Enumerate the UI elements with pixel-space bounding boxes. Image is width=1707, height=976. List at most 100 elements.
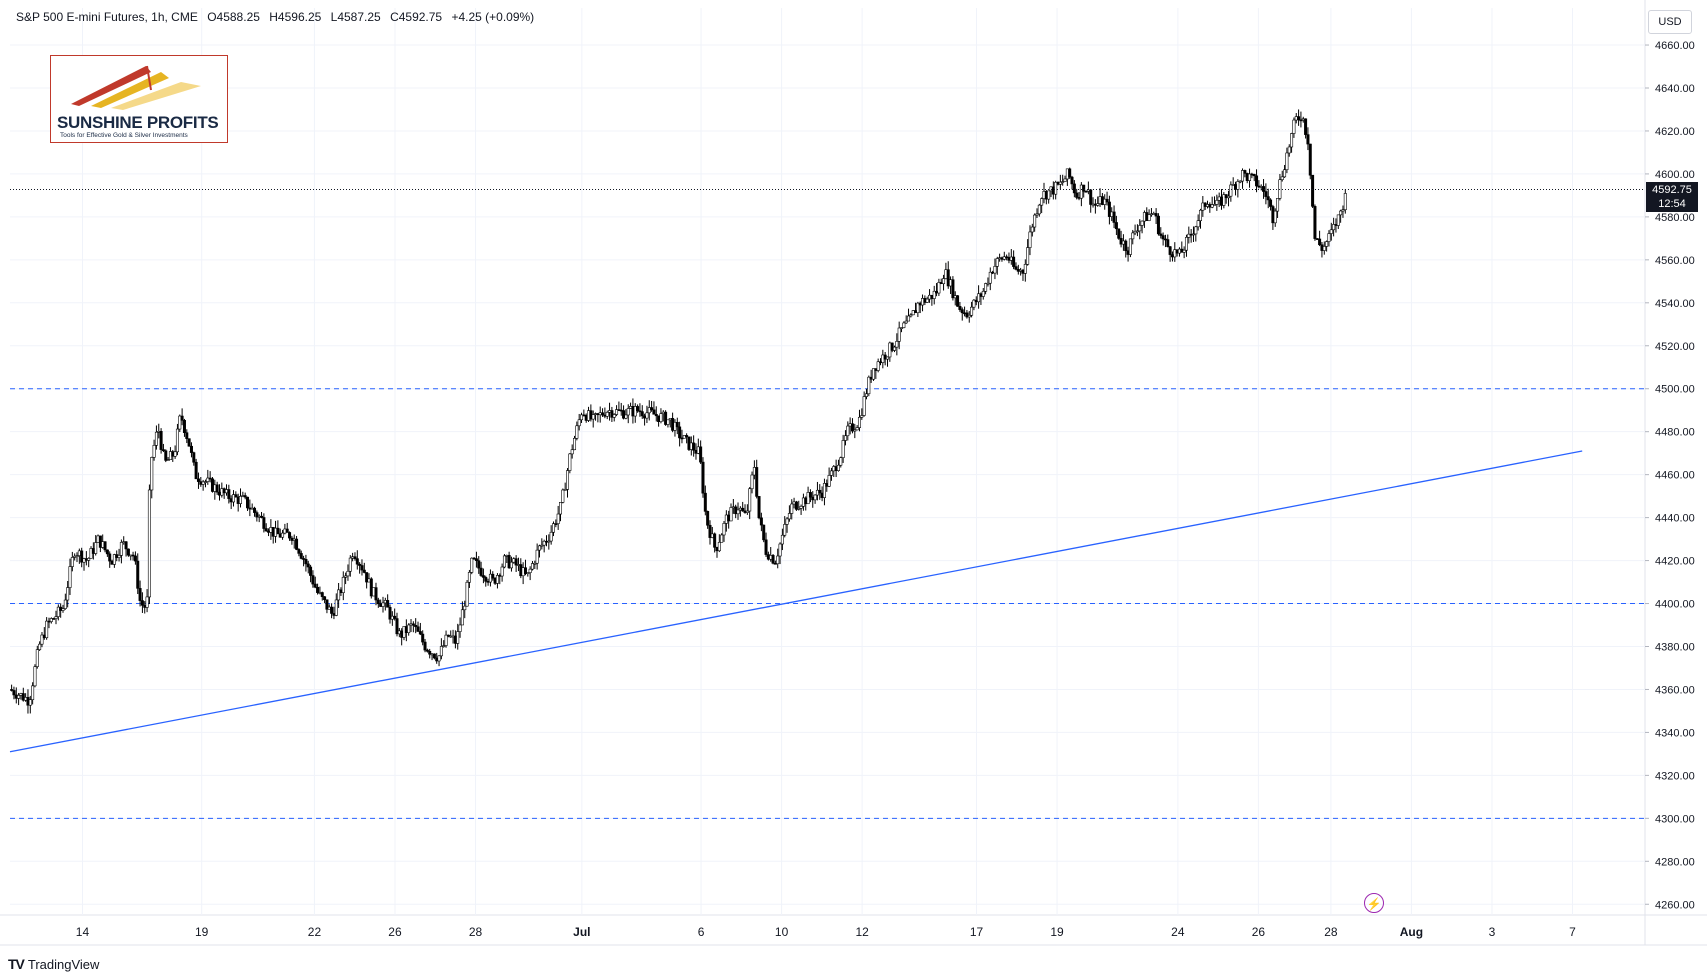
candle-body: [907, 315, 911, 322]
candle-body: [1161, 235, 1165, 240]
candle-body: [264, 528, 268, 532]
candle-body: [771, 555, 775, 564]
candle-body: [570, 449, 574, 455]
candle-body: [1156, 215, 1160, 235]
y-tick-label: 4260.00: [1655, 899, 1695, 911]
candle-body: [456, 631, 460, 644]
candle-body: [1159, 233, 1163, 236]
candle-body: [180, 415, 184, 421]
candle-body: [126, 548, 130, 556]
candle-body: [421, 633, 425, 643]
candle-body: [140, 600, 144, 606]
candle-body: [418, 631, 422, 635]
candle-body: [993, 266, 997, 274]
candle-body: [105, 549, 109, 555]
candle-body: [393, 615, 397, 619]
lightning-icon[interactable]: ⚡: [1364, 893, 1384, 913]
candle-body: [1283, 169, 1287, 178]
last-price-tag: 4592.75 12:54: [1646, 182, 1698, 213]
candle-body: [573, 437, 577, 451]
x-tick-label: Jul: [573, 925, 590, 939]
candle-body: [1117, 228, 1121, 239]
candle-body: [147, 489, 151, 598]
candle-body: [173, 451, 177, 457]
candle-body: [1236, 181, 1240, 190]
candle-body: [1082, 184, 1086, 192]
candle-body: [1196, 220, 1200, 228]
candle-body: [1112, 211, 1116, 223]
candle-body: [1033, 214, 1037, 228]
candle-body: [201, 481, 205, 485]
x-tick-label: 28: [469, 925, 483, 939]
candle-body: [509, 561, 513, 569]
candle-body: [386, 600, 390, 608]
candle-body: [645, 412, 649, 419]
candle-body: [239, 496, 243, 504]
candle-body: [568, 453, 572, 471]
candle-body: [692, 442, 696, 451]
symbol-label[interactable]: S&P 500 E-mini Futures, 1h, CME: [16, 10, 198, 24]
candle-body: [446, 634, 450, 637]
candle-body: [1243, 170, 1247, 174]
candle-body: [612, 414, 616, 418]
candle-body: [757, 496, 761, 519]
candle-body: [388, 606, 392, 620]
candle-body: [958, 306, 962, 310]
candle-body: [358, 563, 362, 566]
candle-body: [1096, 203, 1100, 206]
candle-body: [395, 618, 399, 635]
candle-body: [164, 450, 168, 461]
candle-body: [1030, 226, 1034, 233]
y-tick-label: 4440.00: [1655, 513, 1695, 525]
candle-body: [1014, 266, 1018, 270]
candle-body: [346, 570, 350, 577]
candle-body: [313, 583, 317, 588]
candle-body: [108, 553, 112, 562]
sunshine-profits-logo: SUNSHINE PROFITS Tools for Effective Gol…: [50, 55, 228, 143]
candle-body: [876, 361, 880, 371]
candle-body: [813, 494, 817, 501]
candle-body: [334, 599, 338, 616]
x-tick-label: 7: [1569, 925, 1576, 939]
candle-body: [925, 298, 929, 303]
candle-body: [1332, 224, 1336, 231]
candle-body: [605, 411, 609, 417]
footer-brand[interactable]: TV TradingView: [8, 956, 99, 972]
candle-body: [547, 540, 551, 543]
candle-body: [591, 414, 595, 420]
candle-body: [745, 510, 749, 513]
candle-body: [103, 541, 107, 551]
candle-body: [729, 507, 733, 522]
candle-body: [353, 556, 357, 559]
candle-body: [306, 563, 310, 568]
candle-body: [839, 457, 843, 466]
candle-body: [916, 302, 920, 314]
candle-body: [1336, 214, 1340, 226]
candle-body: [841, 440, 845, 458]
candle-body: [54, 616, 58, 619]
candle-body: [533, 562, 537, 565]
candle-body: [63, 599, 67, 609]
candle-body: [411, 623, 415, 626]
candle-body: [227, 489, 231, 499]
y-tick-label: 4340.00: [1655, 727, 1695, 739]
candle-body: [808, 492, 812, 498]
candle-body: [850, 423, 854, 432]
candle-body: [1252, 173, 1256, 177]
candle-body: [787, 513, 791, 520]
candle-body: [750, 474, 754, 490]
candle-body: [981, 291, 985, 297]
candle-body: [988, 271, 992, 284]
candle-body: [66, 587, 70, 601]
candle-body: [297, 549, 301, 554]
currency-button[interactable]: USD: [1648, 10, 1692, 34]
candle-body: [131, 554, 135, 557]
candle-body: [185, 432, 189, 439]
candle-body: [484, 577, 488, 582]
candle-body: [316, 586, 320, 593]
candle-body: [1047, 190, 1051, 200]
candle-body: [566, 470, 570, 490]
candle-body: [1213, 204, 1217, 206]
candle-body: [822, 483, 826, 498]
